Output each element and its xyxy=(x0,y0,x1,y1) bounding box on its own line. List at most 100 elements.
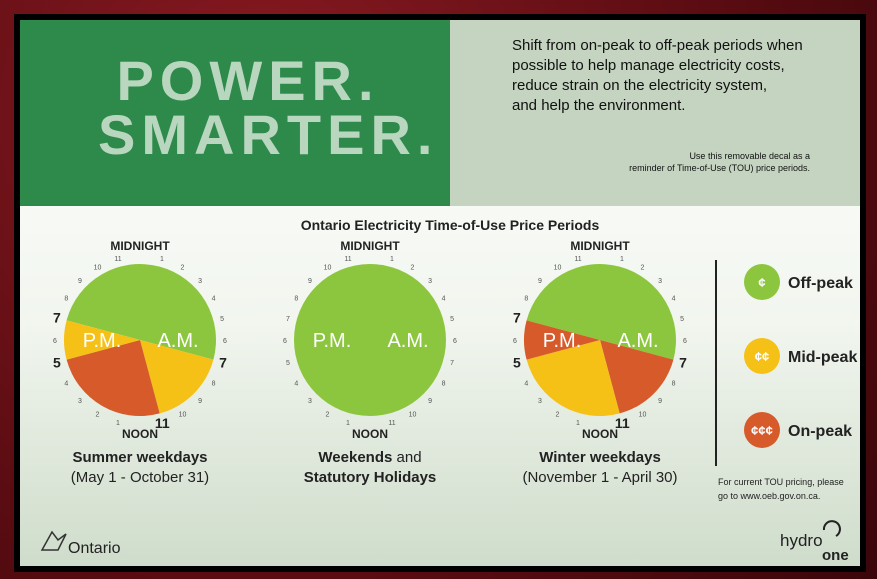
dial-number: 6 xyxy=(453,338,457,345)
legend-symbol: ¢ xyxy=(758,275,765,290)
caption-part: Winter weekdays xyxy=(539,449,661,466)
dial-number: 4 xyxy=(524,381,528,388)
pm-label: P.M. xyxy=(313,330,352,352)
dial-number: 3 xyxy=(78,398,82,405)
dial-number: 4 xyxy=(64,381,68,388)
dial-number: 3 xyxy=(538,398,542,405)
marked-hour: 5 xyxy=(53,354,61,370)
legend-label: On-peak xyxy=(788,423,852,440)
dial-number: 6 xyxy=(223,338,227,345)
dial-number: 3 xyxy=(428,278,432,285)
dial-number: 6 xyxy=(283,338,287,345)
midnight-label: MIDNIGHT xyxy=(110,239,170,253)
dial-number: 8 xyxy=(294,296,298,303)
dial-number: 5 xyxy=(286,360,290,367)
legend-symbol: ¢¢¢ xyxy=(751,423,773,438)
dial-number: 3 xyxy=(658,278,662,285)
dial-number: 8 xyxy=(212,381,216,388)
am-label: A.M. xyxy=(387,330,428,352)
marked-hour: 7 xyxy=(513,310,521,326)
dial-number: 3 xyxy=(198,278,202,285)
pricing-note: go to www.oeb.gov.on.ca. xyxy=(718,491,820,501)
noon-label: NOON xyxy=(122,427,158,441)
noon-label: NOON xyxy=(352,427,388,441)
midnight-label: MIDNIGHT xyxy=(340,239,400,253)
ontario-logo xyxy=(42,532,66,550)
dial-number: 8 xyxy=(672,381,676,388)
hydro-logo xyxy=(824,521,840,536)
dial-number: 11 xyxy=(574,256,581,263)
dial-number: 2 xyxy=(326,412,330,419)
dial-number: 1 xyxy=(346,420,350,427)
caption: Summer weekdays (May 1 - October 31) xyxy=(40,448,240,488)
dial-number: 5 xyxy=(680,316,684,323)
dial-number: 2 xyxy=(556,412,560,419)
dial-number: 1 xyxy=(160,256,164,263)
caption-part: (May 1 - October 31) xyxy=(71,469,209,486)
dial-number: 3 xyxy=(308,398,312,405)
dial-number: 7 xyxy=(286,316,290,323)
noon-label: NOON xyxy=(582,427,618,441)
marked-hour: 5 xyxy=(513,354,521,370)
caption-part: Summer weekdays xyxy=(72,449,207,466)
dial-number: 4 xyxy=(212,296,216,303)
marked-hour: 7 xyxy=(679,354,687,370)
dial-number: 5 xyxy=(220,316,224,323)
decal-body: POWER. SMARTER. Shift from on-peak to of… xyxy=(20,20,860,566)
dial-number: 8 xyxy=(524,296,528,303)
dial-number: 8 xyxy=(442,381,446,388)
dial-number: 4 xyxy=(672,296,676,303)
dial-number: 9 xyxy=(658,398,662,405)
legend-label: Mid-peak xyxy=(788,349,857,366)
dial-number: 1 xyxy=(620,256,624,263)
caption: Weekends and Statutory Holidays xyxy=(270,448,470,488)
caption-part: Statutory Holidays xyxy=(304,469,437,486)
dial-number: 10 xyxy=(409,412,417,419)
marked-hour: 7 xyxy=(53,310,61,326)
pricing-note: For current TOU pricing, please xyxy=(718,477,844,487)
dial-number: 2 xyxy=(181,264,185,271)
dial-number: 9 xyxy=(308,278,312,285)
am-label: A.M. xyxy=(157,330,198,352)
legend-symbol: ¢¢ xyxy=(755,349,769,364)
dial-number: 8 xyxy=(64,296,68,303)
legend-label: Off-peak xyxy=(788,275,853,292)
dial-number: 1 xyxy=(116,420,120,427)
marked-hour: 7 xyxy=(219,354,227,370)
dial-number: 10 xyxy=(639,412,647,419)
dial-number: 1 xyxy=(576,420,580,427)
dial-number: 10 xyxy=(324,264,332,271)
dial-number: 11 xyxy=(388,420,395,427)
dial-number: 10 xyxy=(554,264,562,271)
hydro-text: hydro xyxy=(780,531,823,550)
dial-number: 11 xyxy=(344,256,351,263)
dial-number: 6 xyxy=(513,338,517,345)
dial-number: 6 xyxy=(683,338,687,345)
page: {"header": {"title_lines": ["POWER.", "S… xyxy=(0,0,877,579)
dial-number: 10 xyxy=(179,412,187,419)
caption-part: (November 1 - April 30) xyxy=(522,469,677,486)
dial-number: 10 xyxy=(94,264,102,271)
dial-number: 9 xyxy=(78,278,82,285)
dial-number: 7 xyxy=(450,360,454,367)
dial-number: 6 xyxy=(53,338,57,345)
dial-number: 9 xyxy=(428,398,432,405)
section-title: Ontario Electricity Time-of-Use Price Pe… xyxy=(301,217,600,233)
ontario-text: Ontario xyxy=(68,540,121,557)
caption: Winter weekdays (November 1 - April 30) xyxy=(500,448,700,488)
dial-number: 9 xyxy=(538,278,542,285)
pm-label: P.M. xyxy=(543,330,582,352)
caption-part: Weekends xyxy=(318,449,392,466)
caption-part: and xyxy=(397,449,422,466)
midnight-label: MIDNIGHT xyxy=(570,239,630,253)
dial-number: 4 xyxy=(442,296,446,303)
dial-number: 4 xyxy=(294,381,298,388)
dial-number: 5 xyxy=(450,316,454,323)
dial-number: 2 xyxy=(411,264,415,271)
dial-number: 2 xyxy=(96,412,100,419)
dial-number: 1 xyxy=(390,256,394,263)
pm-label: P.M. xyxy=(83,330,122,352)
decal: POWER. SMARTER. Shift from on-peak to of… xyxy=(14,14,866,572)
one-text: one xyxy=(822,547,849,564)
dial-number: 11 xyxy=(114,256,121,263)
